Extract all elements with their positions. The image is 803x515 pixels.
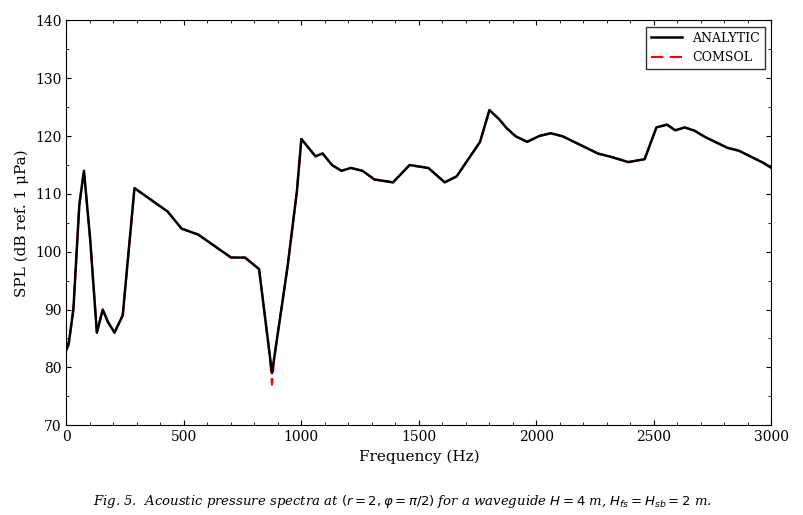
- ANALYTIC: [484, 107, 494, 113]
- ANALYTIC: [683, 126, 693, 132]
- ANALYTIC: [756, 159, 765, 165]
- COMSOL: [591, 150, 601, 156]
- ANALYTIC: [380, 178, 389, 184]
- Line: ANALYTIC: ANALYTIC: [66, 110, 771, 373]
- ANALYTIC: [70, 286, 79, 292]
- ANALYTIC: [228, 254, 238, 261]
- COMSOL: [683, 126, 693, 132]
- COMSOL: [766, 165, 776, 171]
- ANALYTIC: [766, 165, 776, 171]
- COMSOL: [484, 107, 494, 113]
- ANALYTIC: [61, 347, 71, 353]
- Text: Fig. 5.  Acoustic pressure spectra at $(r=2, \varphi=\pi/2)$ for a waveguide $H=: Fig. 5. Acoustic pressure spectra at $(r…: [92, 493, 711, 510]
- Y-axis label: SPL (dB ref. 1 μPa): SPL (dB ref. 1 μPa): [15, 149, 30, 297]
- Legend: ANALYTIC, COMSOL: ANALYTIC, COMSOL: [646, 27, 764, 69]
- ANALYTIC: [591, 150, 601, 156]
- X-axis label: Frequency (Hz): Frequency (Hz): [358, 450, 479, 464]
- ANALYTIC: [267, 370, 276, 376]
- COMSOL: [61, 347, 71, 353]
- COMSOL: [228, 254, 238, 261]
- COMSOL: [267, 382, 276, 388]
- COMSOL: [380, 178, 389, 184]
- COMSOL: [756, 159, 765, 165]
- Line: COMSOL: COMSOL: [66, 110, 771, 385]
- COMSOL: [70, 286, 79, 292]
